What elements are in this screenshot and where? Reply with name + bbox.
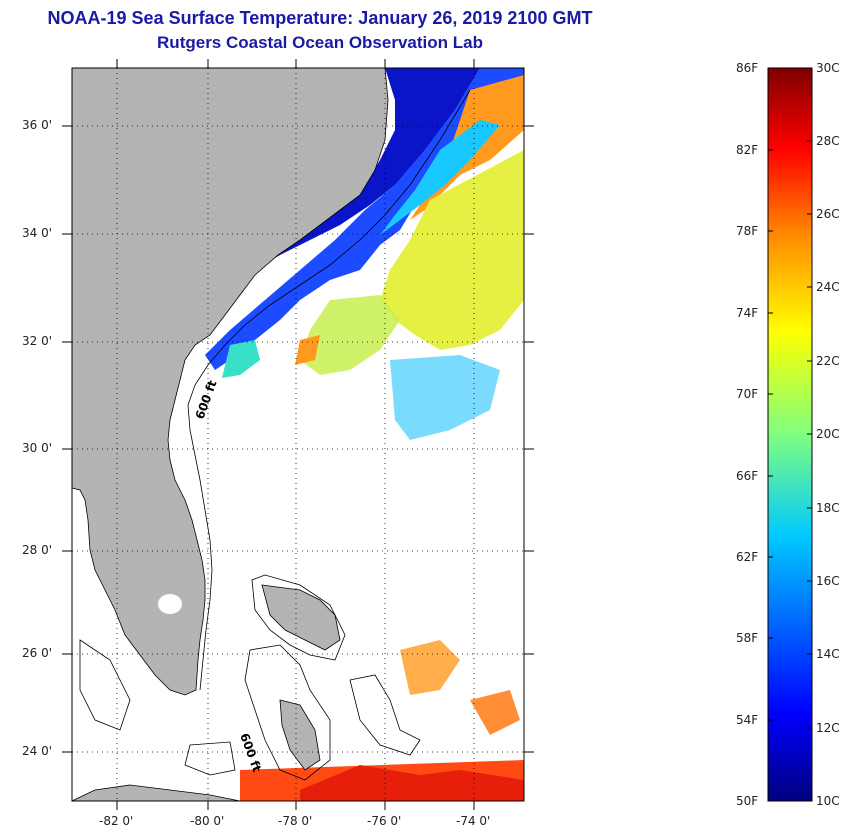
colorbar-c-label: 26C <box>816 207 840 221</box>
colorbar-f-label: 78F <box>736 224 759 238</box>
colorbar-c-label: 24C <box>816 280 840 294</box>
colorbar-f-label: 70F <box>736 387 759 401</box>
axis-ticks <box>62 59 534 810</box>
lat-label: 26 0' <box>22 646 53 660</box>
colorbar-c-label: 16C <box>816 574 840 588</box>
colorbar-c-label: 20C <box>816 427 840 441</box>
colorbar-f-label: 66F <box>736 469 759 483</box>
cuba-landmass <box>72 784 241 801</box>
colorbar-c-label: 18C <box>816 501 840 515</box>
colorbar-f-label: 82F <box>736 143 759 157</box>
colorbar-c-label: 10C <box>816 794 840 808</box>
colorbar-c-label: 12C <box>816 721 840 735</box>
lat-label: 36 0' <box>22 118 53 132</box>
isobath-contours <box>79 89 471 781</box>
map-subtitle: Rutgers Coastal Ocean Observation Lab <box>157 33 483 52</box>
colorbar-f-label: 86F <box>736 61 759 75</box>
lake-okeechobee <box>158 594 182 614</box>
colorbar-f-label: 62F <box>736 550 759 564</box>
sst-data-layer <box>205 68 524 801</box>
colorbar-c-label: 30C <box>816 61 840 75</box>
colorbar-f-label: 54F <box>736 713 759 727</box>
lat-label: 24 0' <box>22 744 53 758</box>
lon-label: -74 0' <box>456 814 491 828</box>
map-frame <box>71 67 525 802</box>
map-title: NOAA-19 Sea Surface Temperature: January… <box>47 8 593 28</box>
colorbar-c-label: 14C <box>816 647 840 661</box>
lat-label: 30 0' <box>22 441 53 455</box>
lat-label: 28 0' <box>22 543 53 557</box>
colorbar-c-label: 28C <box>816 134 840 148</box>
bahamas-island <box>261 584 341 651</box>
lon-label: -80 0' <box>190 814 225 828</box>
lat-label: 32 0' <box>22 334 53 348</box>
graticule <box>72 68 524 801</box>
colorbar-gradient <box>767 67 813 802</box>
colorbar-f-label: 74F <box>736 306 759 320</box>
bahamas-island <box>279 699 321 771</box>
colorbar-f-label: 50F <box>736 794 759 808</box>
us-landmass <box>72 68 389 696</box>
colorbar-f-label: 58F <box>736 631 759 645</box>
lat-label: 34 0' <box>22 226 53 240</box>
colorbar-c-label: 22C <box>816 354 840 368</box>
lon-label: -82 0' <box>99 814 134 828</box>
colorbar-ticks <box>768 140 812 729</box>
lon-label: -76 0' <box>367 814 402 828</box>
lon-label: -78 0' <box>278 814 313 828</box>
